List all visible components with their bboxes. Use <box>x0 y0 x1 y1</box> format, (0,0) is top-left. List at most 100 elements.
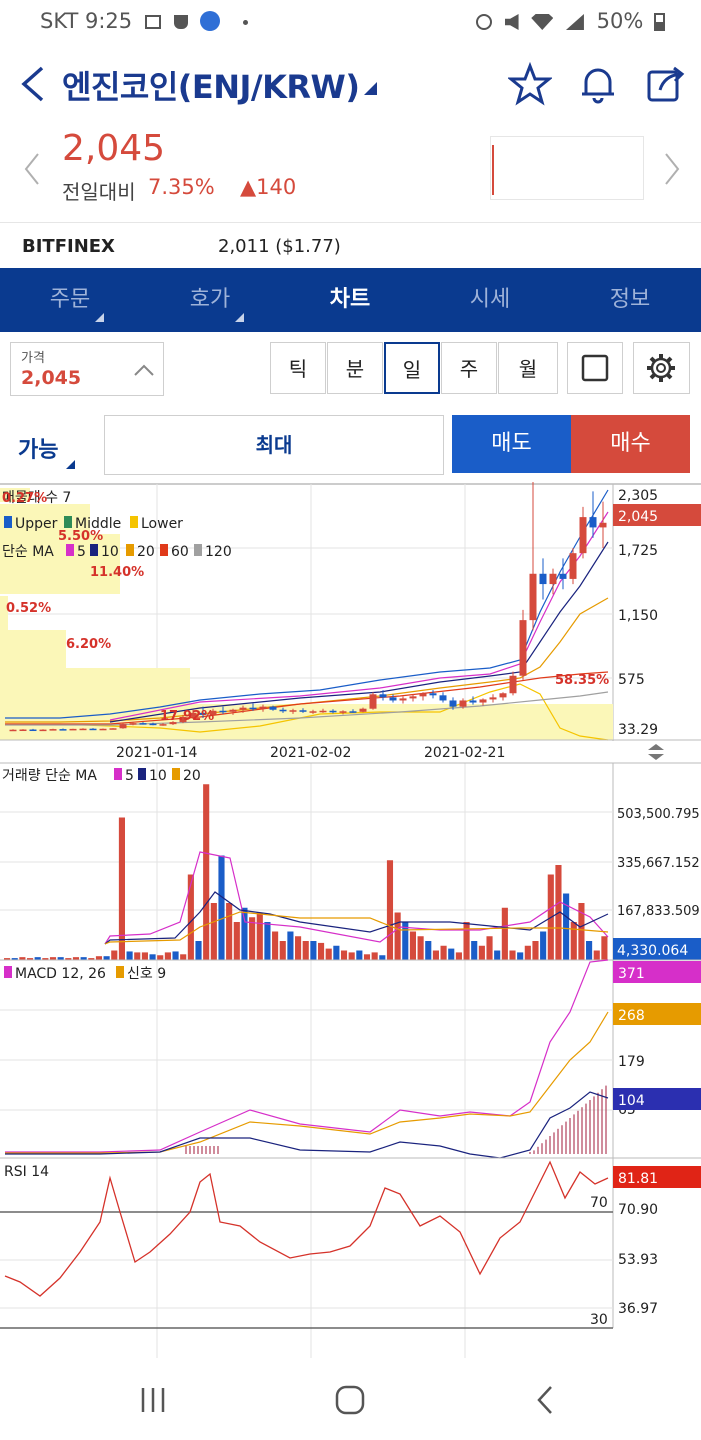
vol-legend-5: 5 <box>125 768 134 784</box>
macd-histogram <box>185 1085 607 1154</box>
candle <box>549 573 557 585</box>
vol-y-tick-2: 167,833.509 <box>617 904 700 919</box>
legend-lower: Lower <box>141 516 183 532</box>
candle <box>489 697 497 700</box>
volume-bar <box>363 954 371 960</box>
candle <box>249 707 257 710</box>
current-price: 2,045 <box>62 128 166 169</box>
volume-bar <box>379 955 386 960</box>
period-tick[interactable]: 틱 <box>270 342 326 394</box>
volume-bar <box>409 931 417 960</box>
back-nav-icon[interactable] <box>535 1384 555 1416</box>
next-coin-icon[interactable] <box>662 152 682 186</box>
y-tick-main-3: 575 <box>618 672 645 688</box>
vol-y-tick-1: 335,667.152 <box>617 856 700 871</box>
resize-handle-icon[interactable] <box>648 744 664 760</box>
available-dropdown-icon[interactable] <box>66 460 75 469</box>
volume-bar <box>19 957 26 960</box>
image-notification-icon <box>144 15 161 29</box>
candle <box>209 710 217 715</box>
volume-bar <box>417 936 424 960</box>
carrier: SKT <box>40 9 79 33</box>
fullscreen-button[interactable] <box>567 342 623 394</box>
candle <box>339 711 347 713</box>
candle <box>189 712 197 717</box>
max-button[interactable]: 최대 <box>104 415 444 475</box>
candle <box>19 729 27 732</box>
rsi-title: RSI 14 <box>4 1164 49 1180</box>
vp-label-1: 5.50% <box>58 529 103 544</box>
candle <box>59 729 67 731</box>
volume-bar <box>226 903 233 960</box>
volume-bar <box>563 893 570 960</box>
price-selector[interactable]: 가격 2,045 <box>10 342 164 396</box>
title-dropdown-icon[interactable] <box>364 82 377 95</box>
candlestick-series <box>9 482 607 732</box>
tab-market[interactable]: 시세 <box>469 287 511 312</box>
candle <box>79 728 87 731</box>
volume-current-badge: 4,330.064 <box>617 943 688 959</box>
share-icon[interactable] <box>644 62 688 106</box>
chart-settings-button[interactable] <box>633 342 690 394</box>
volume-bar <box>287 931 294 960</box>
candle <box>449 700 457 707</box>
volume-bar <box>509 950 516 960</box>
candle <box>129 723 137 725</box>
app-notification-icon <box>200 11 221 31</box>
macd-title: MACD 12, 26 <box>15 966 106 982</box>
candle <box>369 694 377 709</box>
volume-bar <box>256 912 263 960</box>
candle <box>399 698 407 701</box>
candle <box>149 723 157 726</box>
volume-bar <box>317 942 325 960</box>
candle <box>589 517 597 528</box>
tab-order[interactable]: 주문 <box>0 268 140 332</box>
volume-bar <box>249 917 256 960</box>
volume-bar <box>501 907 508 960</box>
home-icon[interactable] <box>334 1384 366 1416</box>
buy-button[interactable]: 매수 <box>571 415 690 473</box>
available-label[interactable]: 가능 <box>18 438 59 463</box>
volume-bar <box>478 945 485 960</box>
period-minute[interactable]: 분 <box>327 342 383 394</box>
header: 엔진코인(ENJ/KRW) <box>0 44 701 124</box>
volume-bar <box>65 958 72 960</box>
chart-area[interactable]: 매물대 수 7 0.27% Upper Middle Lower 5.50% 단… <box>0 482 701 1360</box>
back-icon[interactable] <box>18 64 48 104</box>
exchange-name: BITFINEX <box>22 236 115 257</box>
candle <box>569 553 577 579</box>
candle <box>229 709 237 712</box>
sell-button[interactable]: 매도 <box>452 415 571 473</box>
tab-chart[interactable]: 차트 <box>329 287 371 312</box>
volume-bar <box>440 945 447 960</box>
candle <box>359 708 367 712</box>
vp-label-6: 58.35% <box>555 673 609 688</box>
macd-signal-legend: 신호 9 <box>127 966 166 982</box>
candle <box>169 722 177 725</box>
legend-volume-profile: 매물대 수 7 <box>2 490 71 506</box>
page-title[interactable]: 엔진코인(ENJ/KRW) <box>62 68 360 106</box>
period-day[interactable]: 일 <box>384 342 440 394</box>
y-tick-main-1: 1,725 <box>618 543 658 559</box>
volume-bar <box>57 957 64 960</box>
mute-icon <box>504 14 519 30</box>
tab-info[interactable]: 정보 <box>609 287 651 312</box>
bell-icon[interactable] <box>576 62 620 106</box>
volume-bar <box>95 956 103 960</box>
period-month[interactable]: 월 <box>498 342 558 394</box>
rsi-line <box>4 1160 609 1297</box>
status-left: SKT 9:25 <box>40 9 248 33</box>
period-week[interactable]: 주 <box>441 342 497 394</box>
signal-icon <box>565 14 584 30</box>
prev-coin-icon[interactable] <box>22 152 42 186</box>
candle <box>289 710 297 712</box>
legend-ma20: 20 <box>137 544 155 560</box>
recent-apps-icon[interactable] <box>138 1386 168 1414</box>
volume-bar <box>264 922 271 960</box>
favorite-star-icon[interactable] <box>508 62 552 106</box>
tab-orderbook[interactable]: 호가 <box>140 268 280 332</box>
current-price-badge: 2,045 <box>618 509 658 525</box>
volume-bar <box>333 945 340 960</box>
gear-icon <box>647 354 675 382</box>
volume-bar <box>540 931 547 960</box>
